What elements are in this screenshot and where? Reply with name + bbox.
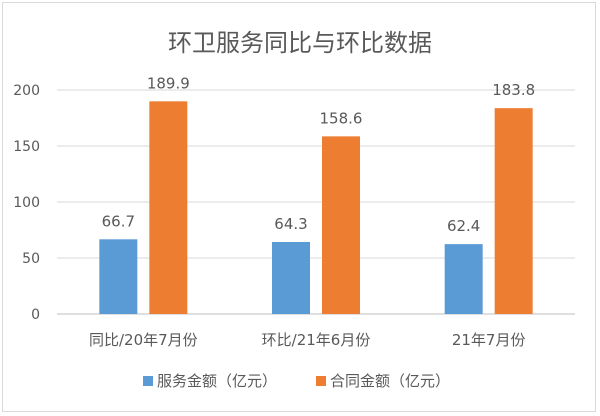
legend: 服务金额（亿元） 合同金额（亿元）: [143, 372, 450, 390]
gridlines: [57, 89, 575, 315]
data-labels: 66.7 189.9 64.3 158.6 62.4 183.8: [102, 74, 536, 235]
x-tick-label: 环比/21年6月份: [262, 331, 371, 349]
y-tick-label: 100: [13, 195, 40, 211]
bars: [99, 101, 533, 314]
bar: [494, 108, 533, 314]
legend-swatch: [143, 376, 153, 386]
bar: [444, 244, 483, 314]
chart-title: 环卫服务同比与环比数据: [168, 29, 432, 57]
y-tick-label: 50: [22, 251, 40, 267]
data-label: 62.4: [447, 217, 480, 235]
data-label: 64.3: [274, 215, 307, 233]
data-label: 158.6: [320, 109, 363, 127]
bar: [272, 241, 310, 314]
data-label: 189.9: [147, 74, 190, 92]
x-tick-label: 同比/20年7月份: [89, 331, 198, 349]
data-label: 66.7: [102, 212, 135, 230]
y-tick-label: 200: [13, 83, 40, 99]
x-tick-label: 21年7月份: [452, 331, 526, 349]
y-tick-label: 150: [13, 139, 40, 155]
x-axis-ticks: 同比/20年7月份 环比/21年6月份 21年7月份: [89, 331, 525, 349]
bar: [322, 136, 360, 314]
data-label: 183.8: [492, 81, 535, 99]
legend-swatch: [316, 376, 326, 386]
legend-label: 服务金额（亿元）: [157, 372, 277, 390]
y-tick-label: 0: [31, 307, 40, 323]
y-axis-ticks: 0 50 100 150 200: [13, 83, 40, 323]
bar: [149, 101, 188, 314]
legend-label: 合同金额（亿元）: [330, 372, 450, 390]
bar: [99, 239, 138, 314]
